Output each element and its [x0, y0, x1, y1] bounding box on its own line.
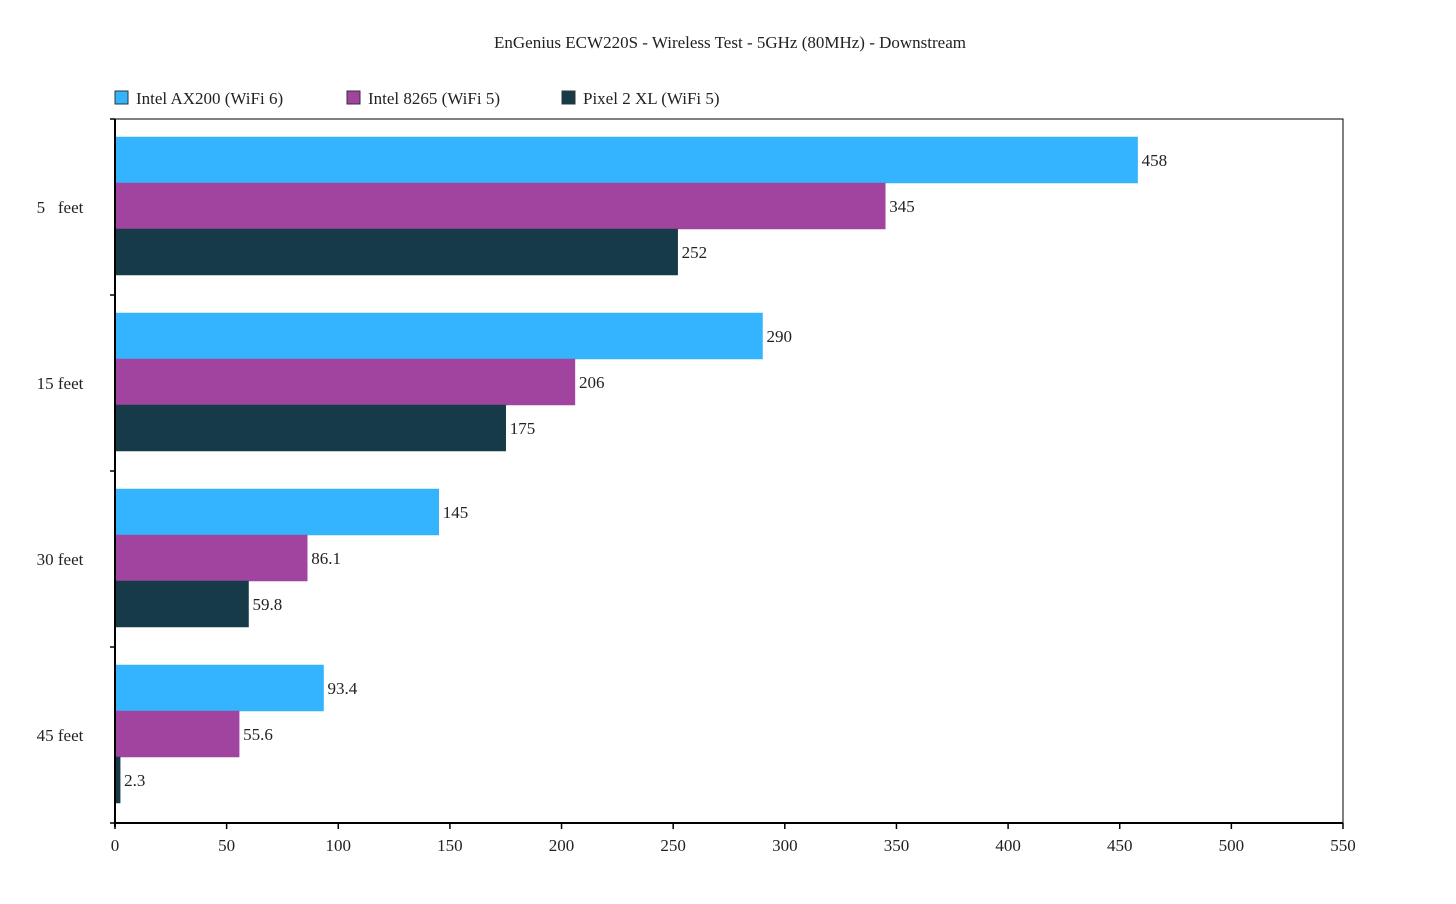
legend-swatch: [346, 90, 361, 105]
y-tick-label: 5 feet: [37, 198, 84, 217]
bars-group: [114, 136, 1138, 804]
x-tick-label: 450: [1107, 836, 1133, 855]
data-label: 2.3: [124, 771, 145, 790]
x-tick-label: 150: [437, 836, 463, 855]
data-label: 458: [1142, 151, 1168, 170]
bar: [114, 182, 886, 230]
y-tick-label: 30 feet: [37, 550, 84, 569]
data-label: 345: [889, 197, 915, 216]
legend: Intel AX200 (WiFi 6) Intel 8265 (WiFi 5) P…: [114, 89, 720, 108]
x-axis: 0 50 100 150 200 250 300 350 400 450 500 550: [111, 822, 1356, 855]
bar: [114, 404, 506, 452]
legend-label: Intel 8265 (WiFi 5): [368, 89, 500, 108]
x-tick-label: 50: [218, 836, 235, 855]
legend-label: Pixel 2 XL (WiFi 5): [583, 89, 720, 108]
bar: [114, 312, 763, 360]
x-tick-label: 250: [660, 836, 686, 855]
data-label: 145: [443, 503, 469, 522]
data-label: 252: [682, 243, 708, 262]
x-tick-label: 0: [111, 836, 120, 855]
bar: [114, 710, 240, 758]
data-label: 59.8: [253, 595, 283, 614]
x-tick-label: 300: [772, 836, 798, 855]
bar: [114, 136, 1138, 184]
data-label: 86.1: [311, 549, 341, 568]
bar: [114, 358, 576, 406]
x-tick-label: 350: [884, 836, 910, 855]
x-tick-label: 400: [995, 836, 1021, 855]
y-tick-label: 45 feet: [37, 726, 84, 745]
bar: [114, 228, 678, 276]
legend-label: Intel AX200 (WiFi 6): [136, 89, 283, 108]
legend-swatch: [114, 90, 129, 105]
bar: [114, 488, 439, 536]
value-labels-group: 458 345 252 290 206 175 145 86.1 59.8 93.4 55.6 2.3: [124, 151, 1167, 790]
y-axis: 5 feet 15 feet 30 feet 45 feet: [37, 118, 116, 827]
data-label: 93.4: [328, 679, 358, 698]
data-label: 206: [579, 373, 605, 392]
chart-title: EnGenius ECW220S - Wireless Test - 5GHz …: [494, 33, 966, 52]
y-tick-label: 15 feet: [37, 374, 84, 393]
x-tick-label: 200: [549, 836, 575, 855]
data-label: 55.6: [243, 725, 273, 744]
legend-swatch: [561, 90, 576, 105]
x-tick-label: 550: [1330, 836, 1356, 855]
x-tick-label: 500: [1219, 836, 1245, 855]
bar: [114, 664, 324, 712]
data-label: 175: [510, 419, 536, 438]
bar: [114, 534, 308, 582]
x-tick-label: 100: [326, 836, 352, 855]
bar: [114, 580, 249, 628]
data-label: 290: [766, 327, 792, 346]
